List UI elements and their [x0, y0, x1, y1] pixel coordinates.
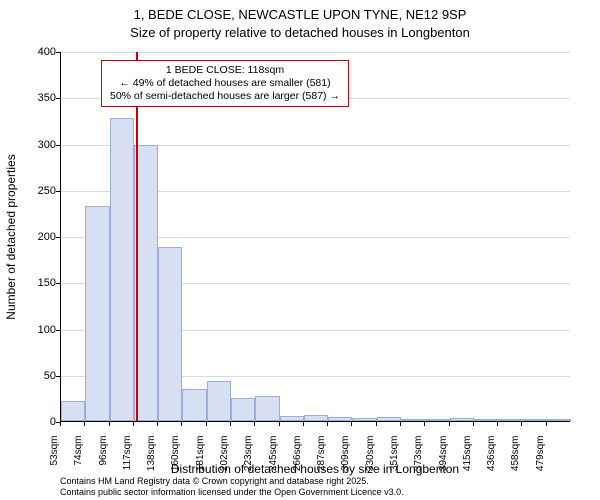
histogram-bar [377, 417, 401, 421]
y-tick-mark [56, 376, 60, 377]
y-tick-mark [56, 52, 60, 53]
x-tick-mark [133, 422, 134, 426]
title-block: 1, BEDE CLOSE, NEWCASTLE UPON TYNE, NE12… [0, 0, 600, 41]
x-tick-mark [376, 422, 377, 426]
x-tick-mark [109, 422, 110, 426]
annotation-box: 1 BEDE CLOSE: 118sqm← 49% of detached ho… [101, 60, 349, 107]
x-tick-label: 351sqm [389, 436, 400, 476]
histogram-bar [255, 396, 279, 421]
x-tick-label: 245sqm [268, 436, 279, 476]
histogram-bar [328, 417, 352, 421]
histogram-bar [61, 401, 85, 421]
x-tick-label: 330sqm [365, 436, 376, 476]
x-tick-mark [157, 422, 158, 426]
histogram-bar [280, 416, 304, 421]
x-tick-mark [181, 422, 182, 426]
y-tick-label: 150 [16, 277, 56, 289]
footnote: Contains HM Land Registry data © Crown c… [60, 476, 404, 498]
y-tick-label: 50 [16, 370, 56, 382]
x-tick-label: 266sqm [292, 436, 303, 476]
x-tick-label: 415sqm [462, 436, 473, 476]
x-tick-mark [303, 422, 304, 426]
title-line-2: Size of property relative to detached ho… [0, 24, 600, 42]
histogram-bar [207, 381, 231, 421]
x-tick-label: 436sqm [486, 436, 497, 476]
x-tick-mark [230, 422, 231, 426]
y-tick-label: 400 [16, 46, 56, 58]
x-tick-label: 160sqm [170, 436, 181, 476]
x-tick-label: 74sqm [73, 436, 84, 476]
x-tick-mark [279, 422, 280, 426]
y-tick-mark [56, 330, 60, 331]
y-tick-label: 0 [16, 416, 56, 428]
x-tick-mark [497, 422, 498, 426]
x-tick-label: 202sqm [219, 436, 230, 476]
histogram-bar [401, 419, 425, 421]
histogram-bar [352, 418, 376, 421]
histogram-bar [547, 419, 571, 421]
x-tick-label: 117sqm [122, 436, 133, 476]
histogram-bar [158, 247, 182, 421]
x-tick-mark [424, 422, 425, 426]
y-tick-label: 200 [16, 231, 56, 243]
x-tick-mark [84, 422, 85, 426]
x-tick-label: 138sqm [146, 436, 157, 476]
histogram-bar [498, 419, 522, 421]
x-tick-label: 479sqm [535, 436, 546, 476]
footnote-line-2: Contains public sector information licen… [60, 487, 404, 498]
x-tick-label: 458sqm [510, 436, 521, 476]
annotation-line-1: 1 BEDE CLOSE: 118sqm [110, 64, 340, 77]
histogram-bar [110, 118, 134, 421]
y-tick-mark [56, 98, 60, 99]
y-tick-mark [56, 283, 60, 284]
y-tick-mark [56, 237, 60, 238]
histogram-bar [182, 389, 206, 421]
y-tick-label: 300 [16, 139, 56, 151]
y-tick-label: 250 [16, 185, 56, 197]
annotation-line-3: 50% of semi-detached houses are larger (… [110, 90, 340, 103]
x-tick-label: 223sqm [243, 436, 254, 476]
x-tick-label: 309sqm [340, 436, 351, 476]
x-tick-label: 394sqm [438, 436, 449, 476]
x-tick-mark [400, 422, 401, 426]
histogram-bar [522, 419, 546, 421]
x-tick-mark [351, 422, 352, 426]
annotation-line-2: ← 49% of detached houses are smaller (58… [110, 77, 340, 90]
chart-plot-area: 1 BEDE CLOSE: 118sqm← 49% of detached ho… [60, 52, 570, 422]
y-tick-mark [56, 145, 60, 146]
chart-container: 1, BEDE CLOSE, NEWCASTLE UPON TYNE, NE12… [0, 0, 600, 500]
y-tick-label: 100 [16, 324, 56, 336]
x-tick-mark [449, 422, 450, 426]
histogram-bar [474, 419, 498, 421]
title-line-1: 1, BEDE CLOSE, NEWCASTLE UPON TYNE, NE12… [0, 6, 600, 24]
histogram-bar [450, 418, 474, 421]
y-tick-label: 350 [16, 92, 56, 104]
x-tick-label: 373sqm [413, 436, 424, 476]
x-tick-mark [473, 422, 474, 426]
footnote-line-1: Contains HM Land Registry data © Crown c… [60, 476, 404, 487]
histogram-bar [425, 419, 449, 421]
x-tick-mark [546, 422, 547, 426]
x-tick-label: 96sqm [98, 436, 109, 476]
x-tick-label: 287sqm [316, 436, 327, 476]
x-tick-mark [60, 422, 61, 426]
histogram-bar [231, 398, 255, 421]
x-tick-mark [254, 422, 255, 426]
x-tick-mark [206, 422, 207, 426]
histogram-bar [85, 206, 109, 421]
histogram-bar [304, 415, 328, 421]
y-tick-mark [56, 191, 60, 192]
x-tick-mark [327, 422, 328, 426]
x-tick-mark [521, 422, 522, 426]
x-tick-label: 181sqm [195, 436, 206, 476]
x-tick-label: 53sqm [49, 436, 60, 476]
